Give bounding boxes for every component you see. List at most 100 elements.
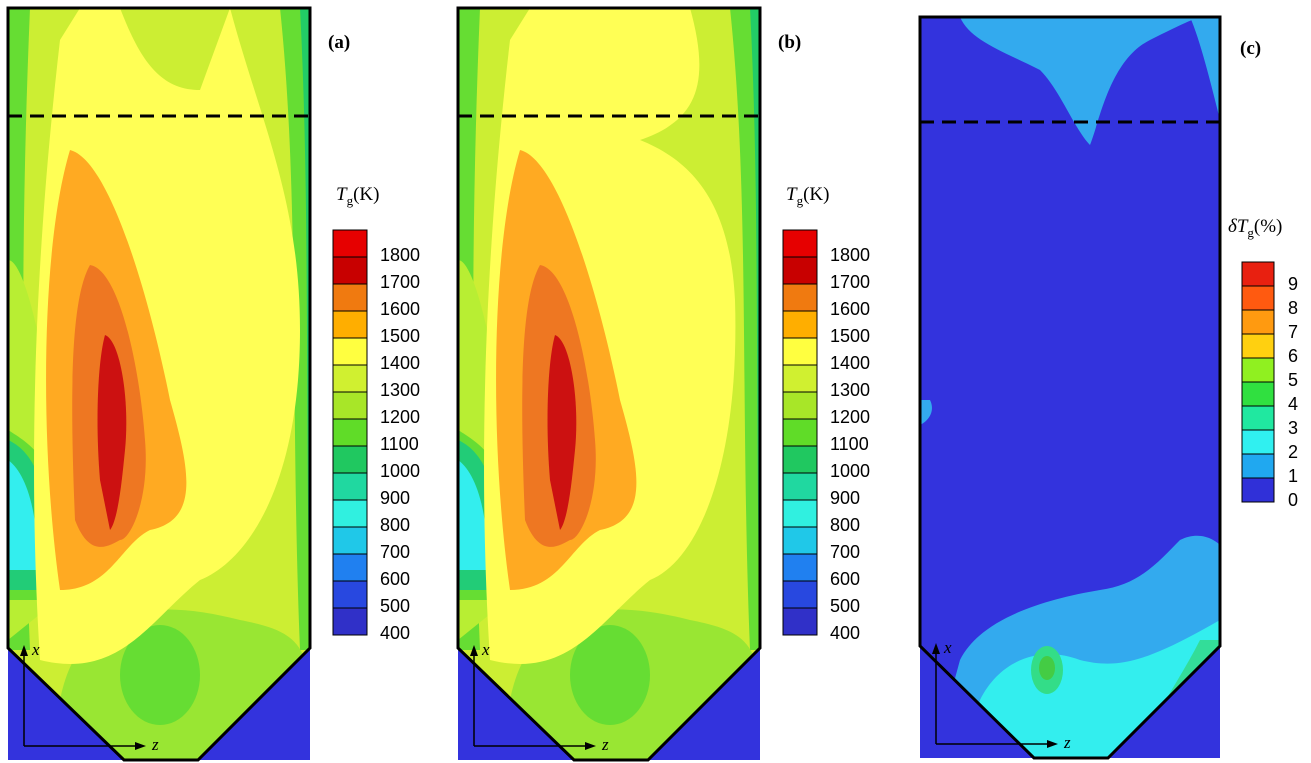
- panel-c-colorbar-tick-label: 0: [1288, 490, 1298, 510]
- panel-a-colorbar-tick-label: 1800: [380, 245, 420, 265]
- panel-a-colorbar-swatch: [332, 391, 368, 420]
- panel-c-colorbar-tick-label: 6: [1288, 346, 1298, 366]
- panel-b-colorbar-tick-label: 1400: [830, 353, 870, 373]
- panel-b-colorbar-swatch: [782, 418, 818, 447]
- panel-a-contour: [6, 6, 312, 762]
- panel-c-colorbar: δTg(%) 9 8 7 6 5 4 3 2 1 0: [1228, 216, 1298, 510]
- panel-a-colorbar-tick-label: 1000: [380, 461, 420, 481]
- panel-a-colorbar-swatch: [332, 526, 368, 555]
- panel-a-colorbar-tick-label: 900: [380, 488, 410, 508]
- panel-b-colorbar-swatch: [782, 472, 818, 501]
- panel-b-colorbar-swatch: [782, 580, 818, 609]
- panel-b-colorbar-swatch: [782, 337, 818, 366]
- panel-b-colorbar: Tg(K) 1800 1700 1600 1500 1400 1300 1200 1100 10…: [782, 184, 870, 643]
- panel-a-colorbar-tick-label: 700: [380, 542, 410, 562]
- panel-b-colorbar-swatch: [782, 310, 818, 339]
- panel-b-colorbar-tick-label: 1000: [830, 461, 870, 481]
- panel-c-colorbar-swatch: [1241, 285, 1275, 311]
- panel-b-colorbar-swatch: [782, 364, 818, 393]
- panel-c-colorbar-tick-label: 7: [1288, 322, 1298, 342]
- panel-b-colorbar-swatch: [782, 526, 818, 555]
- panel-c-colorbar-swatch: [1241, 261, 1275, 287]
- panel-b-axes: x z: [470, 640, 609, 754]
- panel-a-colorbar-tick-label: 500: [380, 596, 410, 616]
- panel-b-colorbar-tick-label: 400: [830, 623, 860, 643]
- panel-a-colorbar-tick-label: 600: [380, 569, 410, 589]
- panel-b-colorbar-swatch: [782, 283, 818, 312]
- panel-b-colorbar-swatch: [782, 445, 818, 474]
- panel-b-colorbar-tick-label: 1300: [830, 380, 870, 400]
- panel-a-colorbar-tick-label: 1600: [380, 299, 420, 319]
- panel-c-colorbar-tick-label: 8: [1288, 298, 1298, 318]
- panel-b-colorbar-tick-label: 900: [830, 488, 860, 508]
- panel-a-colorbar-swatch: [332, 310, 368, 339]
- panel-c-x-axis-label: x: [943, 638, 952, 657]
- panel-c-colorbar-swatch: [1241, 381, 1275, 407]
- panel-b-colorbar-tick-label: 700: [830, 542, 860, 562]
- panel-a-axes: x z: [20, 640, 159, 754]
- panel-b-colorbar-tick-label: 1600: [830, 299, 870, 319]
- panel-a-z-axis-label: z: [151, 735, 159, 754]
- panel-a-colorbar-tick-label: 1400: [380, 353, 420, 373]
- panel-c-colorbar-swatch: [1241, 477, 1275, 503]
- panel-c-colorbar-tick-label: 4: [1288, 394, 1298, 414]
- panel-c-tag: (c): [1240, 38, 1261, 59]
- panel-a-colorbar-title: Tg(K): [336, 184, 379, 208]
- panel-b-z-axis-label: z: [601, 735, 609, 754]
- panel-b-colorbar-swatch: [782, 256, 818, 285]
- panel-a-colorbar-tick-label: 800: [380, 515, 410, 535]
- panel-c-colorbar-tick-label: 5: [1288, 370, 1298, 390]
- panel-a-colorbar-swatch: [332, 229, 368, 258]
- panel-b-colorbar-swatch: [782, 499, 818, 528]
- panel-a-colorbar-tick-label: 1500: [380, 326, 420, 346]
- panel-b-colorbar-tick-label: 600: [830, 569, 860, 589]
- panel-a-colorbar-tick-label: 1700: [380, 272, 420, 292]
- panel-a-colorbar-swatch: [332, 445, 368, 474]
- panel-b-colorbar-swatch: [782, 553, 818, 582]
- panel-c-colorbar-tick-label: 9: [1288, 274, 1298, 294]
- panel-a-colorbar-tick-label: 400: [380, 623, 410, 643]
- panel-a-colorbar-swatch: [332, 607, 368, 636]
- panel-a-colorbar-swatch: [332, 553, 368, 582]
- panel-b-x-axis-label: x: [481, 640, 490, 659]
- panel-c-colorbar-swatch: [1241, 333, 1275, 359]
- panel-b-colorbar-swatch: [782, 391, 818, 420]
- panel-a-colorbar: Tg(K) 1800 1700 1600 1500 1400 1300 1200 1100 10…: [332, 184, 420, 643]
- panel-c-colorbar-swatch: [1241, 357, 1275, 383]
- panel-a-x-axis-label: x: [31, 640, 40, 659]
- panel-b-colorbar-swatch: [782, 229, 818, 258]
- panel-c-axes: x z: [932, 638, 1071, 752]
- panel-b-colorbar-tick-label: 500: [830, 596, 860, 616]
- panel-c-colorbar-swatch: [1241, 453, 1275, 479]
- panel-a-colorbar-tick-label: 1200: [380, 407, 420, 427]
- panel-a-colorbar-swatch: [332, 418, 368, 447]
- panel-c-z-axis-label: z: [1063, 733, 1071, 752]
- panel-a-colorbar-swatch: [332, 499, 368, 528]
- panel-a-colorbar-swatch: [332, 283, 368, 312]
- panel-c-colorbar-tick-label: 2: [1288, 442, 1298, 462]
- panel-a-colorbar-swatch: [332, 256, 368, 285]
- panel-a-colorbar-tick-label: 1300: [380, 380, 420, 400]
- panel-c-colorbar-tick-label: 1: [1288, 466, 1298, 486]
- panel-b-colorbar-tick-label: 1800: [830, 245, 870, 265]
- panel-b-colorbar-tick-label: 1700: [830, 272, 870, 292]
- panel-a-colorbar-swatch: [332, 364, 368, 393]
- panel-b-colorbar-tick-label: 800: [830, 515, 860, 535]
- panel-b-colorbar-tick-label: 1200: [830, 407, 870, 427]
- panel-c-contour: [918, 15, 1222, 760]
- panel-c-colorbar-swatch: [1241, 405, 1275, 431]
- panel-b-colorbar-tick-label: 1100: [830, 434, 869, 454]
- panel-c-colorbar-swatch: [1241, 429, 1275, 455]
- panel-b-contour: [456, 6, 762, 762]
- panel-a-tag: (a): [328, 32, 350, 53]
- panel-c-colorbar-swatch: [1241, 309, 1275, 335]
- panel-b-colorbar-swatch: [782, 607, 818, 636]
- panel-b-colorbar-tick-label: 1500: [830, 326, 870, 346]
- panel-b-tag: (b): [778, 32, 801, 53]
- panel-a-colorbar-swatch: [332, 580, 368, 609]
- panel-b-colorbar-title: Tg(K): [786, 184, 829, 208]
- panel-c-colorbar-title: δTg(%): [1228, 216, 1282, 240]
- panel-a-colorbar-swatch: [332, 472, 368, 501]
- panel-a-colorbar-swatch: [332, 337, 368, 366]
